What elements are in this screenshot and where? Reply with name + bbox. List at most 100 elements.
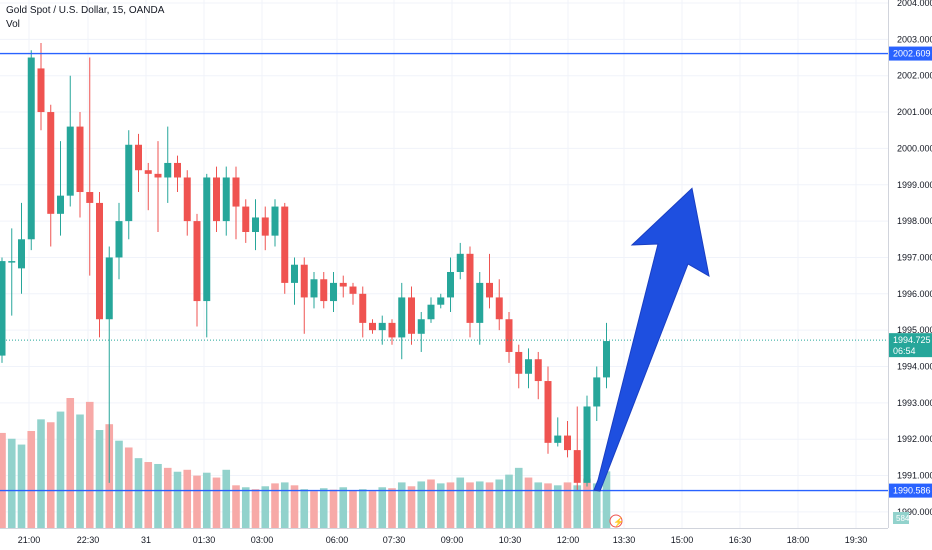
candle-body	[115, 221, 123, 258]
price-axis[interactable]: 2004.000 2003.000 2002.000 2001.000 2000.000…	[888, 0, 932, 528]
candle-body	[144, 170, 152, 174]
candle-body	[252, 217, 259, 233]
candle-body	[37, 68, 45, 113]
candle-body	[47, 112, 55, 214]
volume-bar	[183, 469, 192, 528]
time-tick-label: 12:00	[557, 535, 580, 545]
volume-bar	[66, 398, 75, 528]
time-tick-label: 31	[141, 535, 151, 545]
candle-body	[369, 322, 376, 331]
volume-bar	[573, 485, 582, 528]
volume-bar	[407, 486, 416, 528]
countdown-label: 06:54	[893, 346, 916, 356]
time-tick-label: 22:30	[77, 535, 100, 545]
symbol-title[interactable]: Gold Spot / U.S. Dollar, 15, OANDA	[6, 5, 165, 16]
alert-icon	[609, 514, 623, 528]
candle-body	[495, 297, 503, 320]
candle-body	[135, 144, 142, 171]
candle-body	[476, 282, 484, 323]
candle-body	[18, 239, 25, 269]
time-tick-label: 21:00	[18, 535, 41, 545]
current-price-label: 1994.725	[893, 335, 931, 345]
lightning-icon: ⚡	[613, 516, 624, 528]
volume-bar	[505, 474, 513, 528]
time-tick-label: 10:30	[499, 535, 522, 545]
volume-tag	[893, 512, 909, 524]
price-tick-label: 1993.000	[897, 398, 932, 408]
volume-bar	[368, 491, 377, 528]
candle-body	[437, 297, 445, 305]
time-axis-bg	[0, 528, 932, 550]
volume-bar	[339, 487, 348, 528]
candle-body	[86, 192, 94, 203]
volume-bar	[280, 482, 289, 528]
up-arrow-shape	[593, 187, 710, 492]
volume-bar	[37, 419, 45, 528]
arrow-annotation[interactable]	[593, 187, 710, 492]
candle-body	[57, 195, 64, 214]
volume-bar	[251, 489, 260, 528]
volume-bar	[46, 422, 55, 528]
candle-body	[291, 264, 298, 283]
candle-body	[583, 406, 591, 483]
volume-bar	[202, 472, 211, 528]
volume-bar	[134, 458, 143, 528]
volume-bar	[212, 477, 221, 528]
volume-bar	[241, 487, 250, 528]
candle-body	[554, 435, 562, 443]
price-tick-label: 1990.000	[897, 507, 932, 517]
time-tick-label: 01:30	[193, 535, 216, 545]
candle-body	[193, 221, 201, 302]
candle-body	[408, 297, 415, 334]
volume-bar	[76, 414, 84, 528]
candle-body	[378, 322, 386, 331]
level-price-tag-label: 1990.586	[893, 486, 931, 496]
candle-body	[183, 177, 191, 222]
volume-bar	[329, 489, 338, 528]
time-tick-label: 16:30	[729, 535, 752, 545]
candle-body	[8, 261, 16, 263]
volume-bar	[388, 488, 396, 528]
candle-body	[213, 177, 220, 222]
volume-bar	[310, 491, 318, 528]
candle-body	[320, 279, 328, 302]
volume-bar	[27, 430, 36, 528]
volume-bar	[485, 482, 494, 528]
price-tick-label: 1994.000	[897, 362, 932, 372]
candle-body	[330, 282, 337, 302]
horizontal-lines[interactable]	[0, 52, 888, 492]
volume-bar	[378, 487, 387, 528]
volume-bar	[95, 430, 104, 528]
volume-bar	[222, 469, 231, 528]
candle-body	[222, 177, 230, 222]
candle-body	[515, 351, 523, 374]
candle-body	[232, 177, 240, 207]
volume-bar	[466, 482, 474, 528]
time-tick-label: 03:00	[251, 535, 274, 545]
price-axis-bg	[888, 0, 932, 528]
candle-body	[544, 381, 552, 443]
candle-body	[349, 286, 357, 294]
candle-body	[447, 271, 454, 298]
candle-body	[125, 144, 133, 222]
candle-body	[27, 57, 35, 240]
time-tick-label: 18:00	[787, 535, 810, 545]
volume-bar	[17, 444, 26, 528]
candle-body	[0, 261, 6, 356]
price-tick-label: 1991.000	[897, 471, 932, 481]
time-tick-label: 06:00	[326, 535, 349, 545]
candle-body	[300, 264, 308, 298]
candle-body	[96, 202, 103, 320]
volume-bar	[417, 481, 426, 528]
candle-body	[242, 206, 250, 233]
volume-label[interactable]: Vol	[6, 19, 20, 30]
price-tick-label: 2002.000	[897, 71, 932, 81]
candle-body	[339, 282, 347, 287]
time-axis[interactable]: 21:00 22:30 31 01:30 03:00 06:00 07:30 09:00 10:…	[0, 528, 932, 550]
volume-bar	[524, 477, 533, 528]
price-tick-label: 2004.000	[897, 0, 932, 8]
candle-body	[573, 450, 581, 483]
candle-body	[359, 293, 367, 323]
candle-body	[174, 162, 181, 178]
